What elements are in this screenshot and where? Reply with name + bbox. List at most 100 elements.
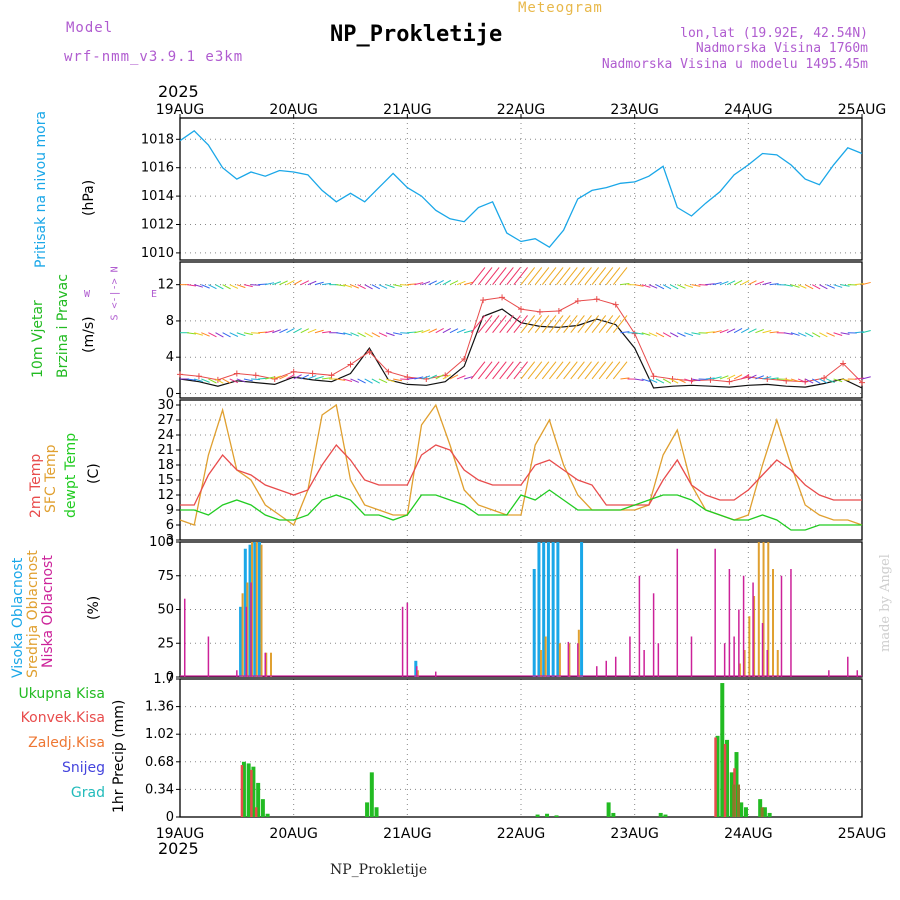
wind-barb: [726, 374, 736, 380]
cloud-bar: [253, 542, 257, 677]
y-tick-label: 12: [157, 278, 174, 293]
wind-barb: [300, 328, 310, 334]
x-tick-label-top: 21AUG: [383, 102, 432, 118]
precip-bar: [545, 813, 550, 817]
wind-barb: [556, 315, 571, 334]
y-tick-label: 1012: [141, 218, 174, 233]
cloud-bar: [239, 606, 243, 677]
wind-barb: [307, 280, 317, 286]
precip-bar: [762, 807, 767, 817]
wind-gust-marker: [290, 368, 297, 375]
wind-barb: [605, 267, 621, 285]
y-tick-label: 9: [166, 503, 174, 518]
cloud-bar: [643, 650, 645, 677]
wind-barb: [364, 284, 373, 290]
wind-barb: [194, 332, 203, 336]
wind-barb: [371, 378, 381, 384]
wind-barb: [251, 284, 261, 286]
y-tick-label: 1014: [141, 189, 174, 204]
cloud-bar: [847, 656, 849, 677]
precip-bar: [241, 761, 246, 817]
wind-barb: [549, 315, 564, 334]
wind-barb: [435, 328, 444, 334]
y-tick-label: 30: [157, 398, 174, 413]
wind-barb: [684, 378, 694, 383]
wind-barb: [414, 282, 424, 286]
cloud-bar: [546, 542, 550, 677]
wind-barb: [477, 315, 493, 334]
precip-bar: [734, 752, 739, 817]
precip-bar: [736, 784, 740, 817]
wind-barb: [790, 332, 800, 336]
sfc-temp-line: [179, 403, 863, 527]
wind-barb: [534, 315, 550, 334]
wind-barb: [215, 378, 224, 384]
wind-barb: [812, 378, 821, 384]
wind-barb: [712, 330, 722, 334]
cloud-bar: [269, 652, 272, 677]
precip-bar: [369, 772, 374, 817]
wind-barb: [534, 361, 550, 380]
wind-barb: [265, 330, 275, 334]
wind-barb: [322, 282, 332, 286]
cloud-bar: [537, 542, 541, 677]
wind-barb: [598, 267, 614, 285]
wind-barb: [655, 332, 665, 338]
wind-barb: [236, 332, 246, 337]
wind-barb: [648, 284, 658, 289]
cloud-bar: [772, 569, 775, 677]
wind-barb: [783, 378, 793, 382]
wind-barb: [492, 361, 507, 380]
wind-gust-marker: [252, 372, 259, 379]
cloud-bar: [183, 598, 186, 677]
wind-barb: [677, 284, 686, 289]
dewpt-line: [180, 489, 862, 531]
wind-barb: [591, 315, 607, 334]
wind-barb: [591, 267, 607, 285]
wind-barb: [691, 378, 701, 382]
x-tick-label-top: 20AUG: [269, 102, 318, 118]
precip-bar: [732, 784, 736, 817]
wind-barb: [215, 332, 224, 338]
y-tick-label: 1018: [141, 132, 174, 147]
wind-barb: [612, 267, 628, 285]
wind-barb: [470, 267, 486, 285]
wind-barb: [421, 329, 431, 334]
model-label: Model: [66, 20, 114, 36]
wind-barb: [783, 332, 793, 335]
panel-frame: [179, 541, 863, 678]
wind-speed-line: [179, 308, 863, 389]
wind-barb: [840, 284, 850, 287]
wind-barb: [364, 332, 373, 338]
wind-barb: [336, 332, 346, 335]
precip-bar: [743, 807, 748, 817]
wind-barb: [748, 280, 757, 286]
y-tick-label: 1.02: [145, 727, 174, 742]
cloud-bar: [241, 593, 244, 677]
lonlat: lon,lat (19.92E, 42.54N): [680, 26, 868, 41]
y-tick-label: 75: [157, 569, 174, 584]
wind-barb: [322, 330, 332, 334]
wind-barb: [485, 361, 500, 380]
wind-barb: [265, 282, 275, 286]
wind-barb: [563, 315, 578, 334]
wind-barb: [819, 378, 828, 384]
wind-barb: [407, 377, 417, 380]
wind-gust-marker: [328, 372, 335, 379]
wind-barb: [265, 376, 275, 380]
year-top: 2025: [158, 82, 199, 101]
y-tick-label: 4: [166, 350, 174, 365]
wind-barb: [499, 267, 514, 285]
wind-barb: [598, 315, 614, 334]
wind-barb: [513, 315, 528, 334]
wind-barb: [456, 328, 466, 334]
y-tick-label: 0: [166, 670, 174, 685]
y-tick-label: 0.34: [145, 782, 174, 797]
wind-barb: [393, 332, 403, 336]
cloud-bar: [752, 582, 754, 677]
temp-2m-line: [180, 443, 862, 506]
y-tick-label: 25: [157, 636, 174, 651]
wind-barb: [740, 279, 750, 286]
wind-gust-marker: [233, 370, 240, 377]
